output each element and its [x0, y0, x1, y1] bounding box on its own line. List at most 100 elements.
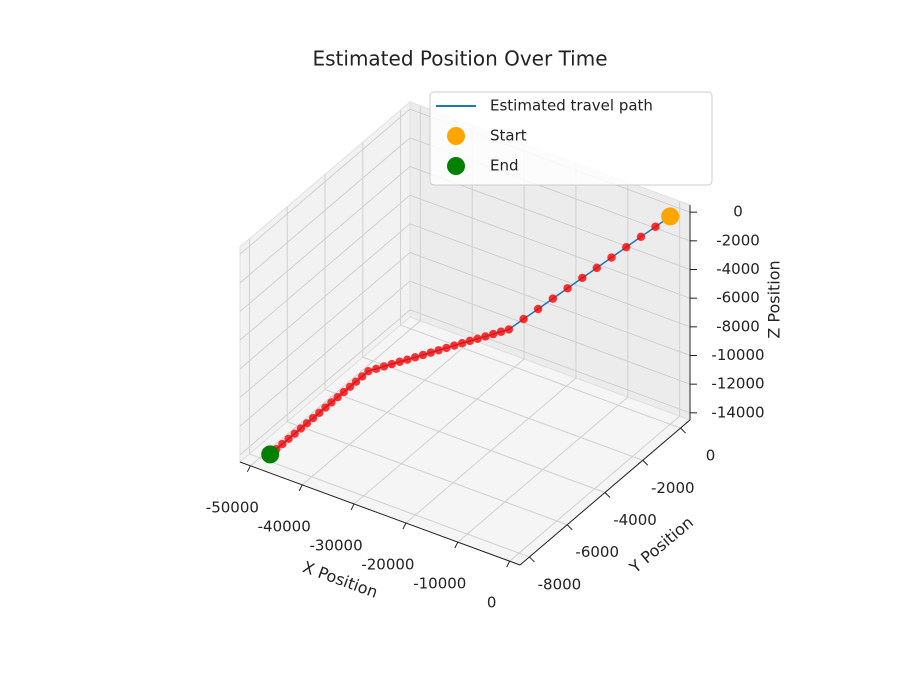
- tick-mark: [604, 492, 611, 498]
- y-axis: [519, 419, 691, 566]
- z-tick-label: 0: [733, 203, 743, 221]
- point-marker: [261, 445, 280, 464]
- path-marker: [426, 348, 435, 357]
- z-axis-label: Z Position: [765, 260, 784, 338]
- legend-label: End: [490, 157, 519, 175]
- path-marker: [315, 408, 324, 417]
- tick-mark: [529, 556, 535, 563]
- path-marker: [351, 377, 361, 386]
- grid-line: [409, 280, 691, 385]
- path-marker: [371, 364, 381, 374]
- grid-line: [362, 356, 643, 461]
- y-tick-label: -8000: [538, 575, 582, 593]
- path-marker: [636, 232, 646, 242]
- grid-line: [239, 137, 411, 284]
- grid-line: [409, 194, 691, 299]
- path-marker: [403, 355, 412, 364]
- x-tick-label: -20000: [361, 556, 414, 574]
- legend-label: Start: [490, 127, 527, 145]
- tick-mark: [246, 465, 251, 473]
- grid-line: [239, 108, 411, 255]
- path-marker: [345, 382, 355, 391]
- tick-mark: [566, 524, 573, 531]
- path-marker: [592, 263, 601, 273]
- path-marker: [339, 387, 348, 397]
- z-tick-label: -10000: [711, 346, 764, 364]
- z-tick-label: -4000: [716, 260, 760, 278]
- tick-mark: [642, 459, 649, 466]
- path-marker: [450, 341, 459, 350]
- x-tick-label: -10000: [413, 575, 466, 593]
- tick-mark: [680, 427, 686, 434]
- path-marker: [607, 253, 616, 262]
- path-marker: [442, 343, 451, 353]
- legend-label: Estimated travel path: [490, 97, 653, 115]
- tick-mark: [298, 484, 303, 492]
- path-marker: [578, 273, 587, 283]
- grid-line: [239, 166, 411, 312]
- path-marker: [473, 334, 482, 344]
- path-marker: [387, 359, 397, 369]
- x-tick-label: -40000: [258, 517, 311, 535]
- path-marker: [481, 332, 490, 341]
- path-marker: [308, 413, 318, 423]
- path-marker: [563, 284, 572, 293]
- grid-line: [239, 252, 411, 398]
- x-axis: [239, 461, 521, 566]
- grid-line: [324, 389, 606, 493]
- path-marker: [410, 353, 420, 362]
- x-tick-label: -50000: [206, 498, 259, 516]
- legend-swatch: [447, 157, 465, 175]
- grid-line: [409, 309, 691, 414]
- y-tick-label: -2000: [651, 479, 695, 497]
- z-tick-label: -12000: [711, 375, 764, 393]
- z-tick-label: -6000: [716, 289, 760, 307]
- z-tick-label: -8000: [716, 317, 760, 335]
- y-tick-label: -6000: [575, 543, 619, 561]
- point-marker: [661, 207, 680, 226]
- path-marker: [379, 362, 389, 371]
- grid-line: [239, 280, 411, 427]
- path-marker: [327, 398, 336, 407]
- path-marker: [290, 429, 299, 438]
- grid-line: [239, 194, 411, 341]
- path-marker: [465, 336, 475, 346]
- path-marker: [321, 403, 330, 412]
- path-marker: [622, 242, 631, 252]
- path-marker: [489, 329, 498, 339]
- path-marker: [651, 222, 660, 231]
- path-marker: [533, 304, 543, 314]
- tick-mark: [402, 522, 407, 530]
- path-marker: [284, 434, 293, 443]
- path-marker: [504, 325, 514, 334]
- path-marker: [302, 419, 312, 428]
- x-tick-label: -30000: [310, 536, 363, 554]
- path-marker: [296, 424, 306, 433]
- path-marker: [418, 350, 428, 360]
- grid-line: [409, 223, 691, 328]
- path-marker: [357, 372, 367, 381]
- y-tick-label: -4000: [613, 511, 657, 529]
- path-marker: [278, 439, 287, 449]
- y-tick-label: 0: [706, 447, 716, 465]
- path-marker: [434, 346, 443, 355]
- path-marker: [496, 327, 506, 336]
- grid-line: [239, 309, 411, 456]
- grid-line: [287, 421, 568, 526]
- z-tick-label: -14000: [711, 403, 764, 421]
- tick-mark: [350, 503, 355, 511]
- legend-swatch: [447, 127, 465, 145]
- grid-line: [239, 223, 411, 370]
- grid-line: [400, 324, 681, 429]
- legend: Estimated travel path Start End: [429, 91, 713, 186]
- grid-line: [249, 453, 530, 558]
- path-marker: [364, 366, 373, 376]
- z-tick-label: -2000: [716, 231, 760, 249]
- path-marker: [457, 339, 467, 348]
- path-marker: [395, 357, 404, 366]
- path-marker: [333, 392, 342, 402]
- chart-title: Estimated Position Over Time: [312, 47, 607, 71]
- legend-box: [429, 91, 713, 186]
- path-marker: [519, 314, 528, 324]
